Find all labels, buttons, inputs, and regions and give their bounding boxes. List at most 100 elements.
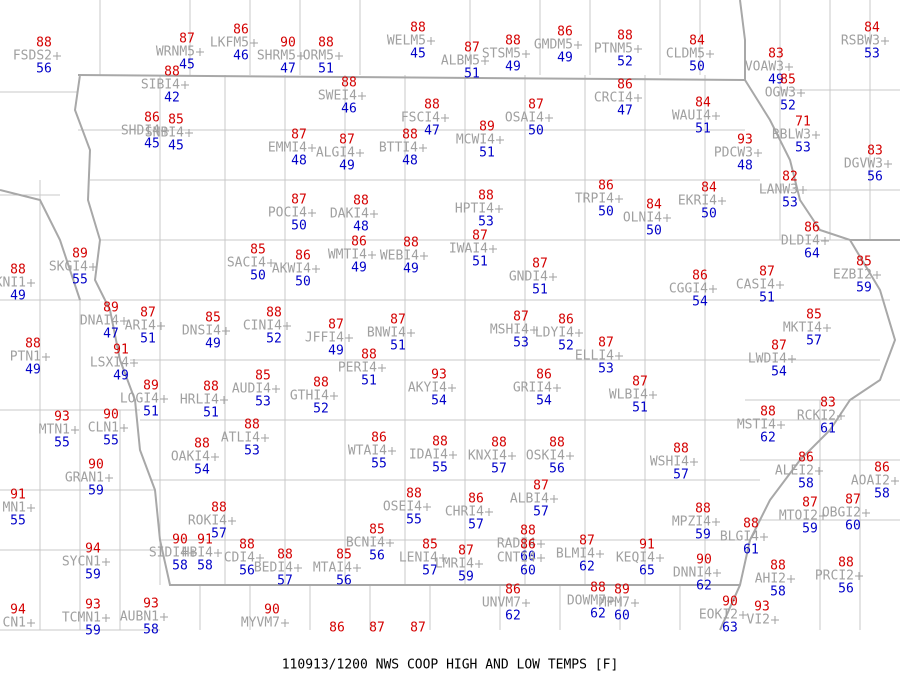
low-temp: 49: [328, 344, 344, 359]
station-id: HRLI4: [180, 393, 219, 408]
station-id: FSCI4: [401, 111, 440, 126]
high-temp: 85: [806, 308, 822, 323]
low-temp: 61: [820, 422, 836, 437]
low-temp: 49: [113, 369, 129, 384]
station-id: FSDS2: [13, 49, 52, 64]
high-temp: 88: [695, 502, 711, 517]
high-temp: 86: [233, 23, 249, 38]
low-temp: 51: [318, 62, 334, 77]
low-temp: 56: [549, 462, 565, 477]
high-temp: 87: [410, 621, 426, 636]
low-temp: 49: [351, 261, 367, 276]
high-temp: 91: [197, 533, 213, 548]
station-id: AOAI2: [851, 474, 890, 489]
low-temp: 58: [143, 623, 159, 638]
high-temp: 93: [754, 600, 770, 615]
station-id: DAKI4: [330, 207, 369, 222]
high-temp: 71: [795, 115, 811, 130]
station-id: MTOI2: [779, 509, 818, 524]
station-id: HBI4: [182, 546, 213, 561]
station-id: WELM5: [387, 34, 426, 49]
low-temp: 49: [403, 262, 419, 277]
high-temp: 86: [804, 221, 820, 236]
high-temp: 88: [403, 236, 419, 251]
low-temp: 48: [737, 159, 753, 174]
low-temp: 48: [353, 220, 369, 235]
station-id: PDCW3: [714, 146, 753, 161]
low-temp: 57: [673, 468, 689, 483]
low-temp: 57: [533, 505, 549, 520]
station-id: OBGI2: [822, 506, 861, 521]
low-temp: 58: [798, 477, 814, 492]
station-id: GRAN1: [65, 471, 104, 486]
station-id: LSXI4: [90, 356, 129, 371]
high-temp: 87: [632, 375, 648, 390]
low-temp: 53: [513, 336, 529, 351]
low-temp: 58: [172, 559, 188, 574]
low-temp: 52: [780, 99, 796, 114]
high-temp: 87: [140, 306, 156, 321]
station-id: JFFI4: [305, 331, 344, 346]
station-id: CDI4: [224, 551, 255, 566]
station-id: CLDM5: [666, 47, 705, 62]
low-temp: 47: [424, 124, 440, 139]
low-temp: 57: [806, 334, 822, 349]
high-temp: 90: [722, 595, 738, 610]
high-temp: 88: [266, 306, 282, 321]
low-temp: 56: [369, 549, 385, 564]
low-temp: 56: [838, 582, 854, 597]
station-id: ALBM5: [441, 54, 480, 69]
station-id: LOGI4: [120, 392, 159, 407]
low-temp: 59: [85, 568, 101, 583]
station-id: WMTI4: [328, 248, 367, 263]
high-temp: 86: [520, 538, 536, 553]
station-id: CHRI4: [445, 505, 484, 520]
low-temp: 58: [770, 585, 786, 600]
station-id: OSKI4: [526, 449, 565, 464]
low-temp: 51: [203, 406, 219, 421]
high-temp: 87: [464, 41, 480, 56]
station-id: DOWM7: [567, 594, 606, 609]
high-temp: 88: [432, 435, 448, 450]
low-temp: 49: [557, 51, 573, 66]
low-temp: 63: [722, 621, 738, 636]
low-temp: 52: [558, 339, 574, 354]
station-id: GRII4: [513, 381, 552, 396]
station-id: POCI4: [268, 206, 307, 221]
high-temp: 88: [194, 437, 210, 452]
high-temp: 86: [351, 235, 367, 250]
high-temp: 86: [558, 313, 574, 328]
station-id: ARI4: [125, 319, 156, 334]
station-id: KNI1: [0, 276, 26, 291]
high-temp: 88: [211, 501, 227, 516]
high-temp: 86: [798, 451, 814, 466]
high-temp: 90: [280, 36, 296, 51]
high-temp: 94: [10, 603, 26, 618]
station-id: TRPI4: [575, 192, 614, 207]
high-temp: 87: [528, 98, 544, 113]
high-temp: 85: [780, 73, 796, 88]
station-id: ORM5: [303, 49, 334, 64]
station-id: UNVM7: [482, 596, 521, 611]
low-temp: 51: [361, 374, 377, 389]
station-id: WRNM5: [156, 45, 195, 60]
station-id: OGW3: [765, 86, 796, 101]
low-temp: 59: [458, 570, 474, 585]
high-temp: 85: [422, 538, 438, 553]
high-temp: 86: [505, 583, 521, 598]
high-temp: 89: [72, 247, 88, 262]
high-temp: 88: [617, 29, 633, 44]
station-id: SYCN1: [62, 555, 101, 570]
low-temp: 58: [197, 559, 213, 574]
high-temp: 88: [760, 405, 776, 420]
low-temp: 42: [164, 91, 180, 106]
low-temp: 60: [614, 609, 630, 624]
low-temp: 49: [505, 60, 521, 75]
high-temp: 88: [402, 128, 418, 143]
low-temp: 51: [759, 291, 775, 306]
low-temp: 60: [520, 564, 536, 579]
high-temp: 86: [329, 621, 345, 636]
high-temp: 86: [617, 78, 633, 93]
station-id: PTN1: [10, 350, 41, 365]
